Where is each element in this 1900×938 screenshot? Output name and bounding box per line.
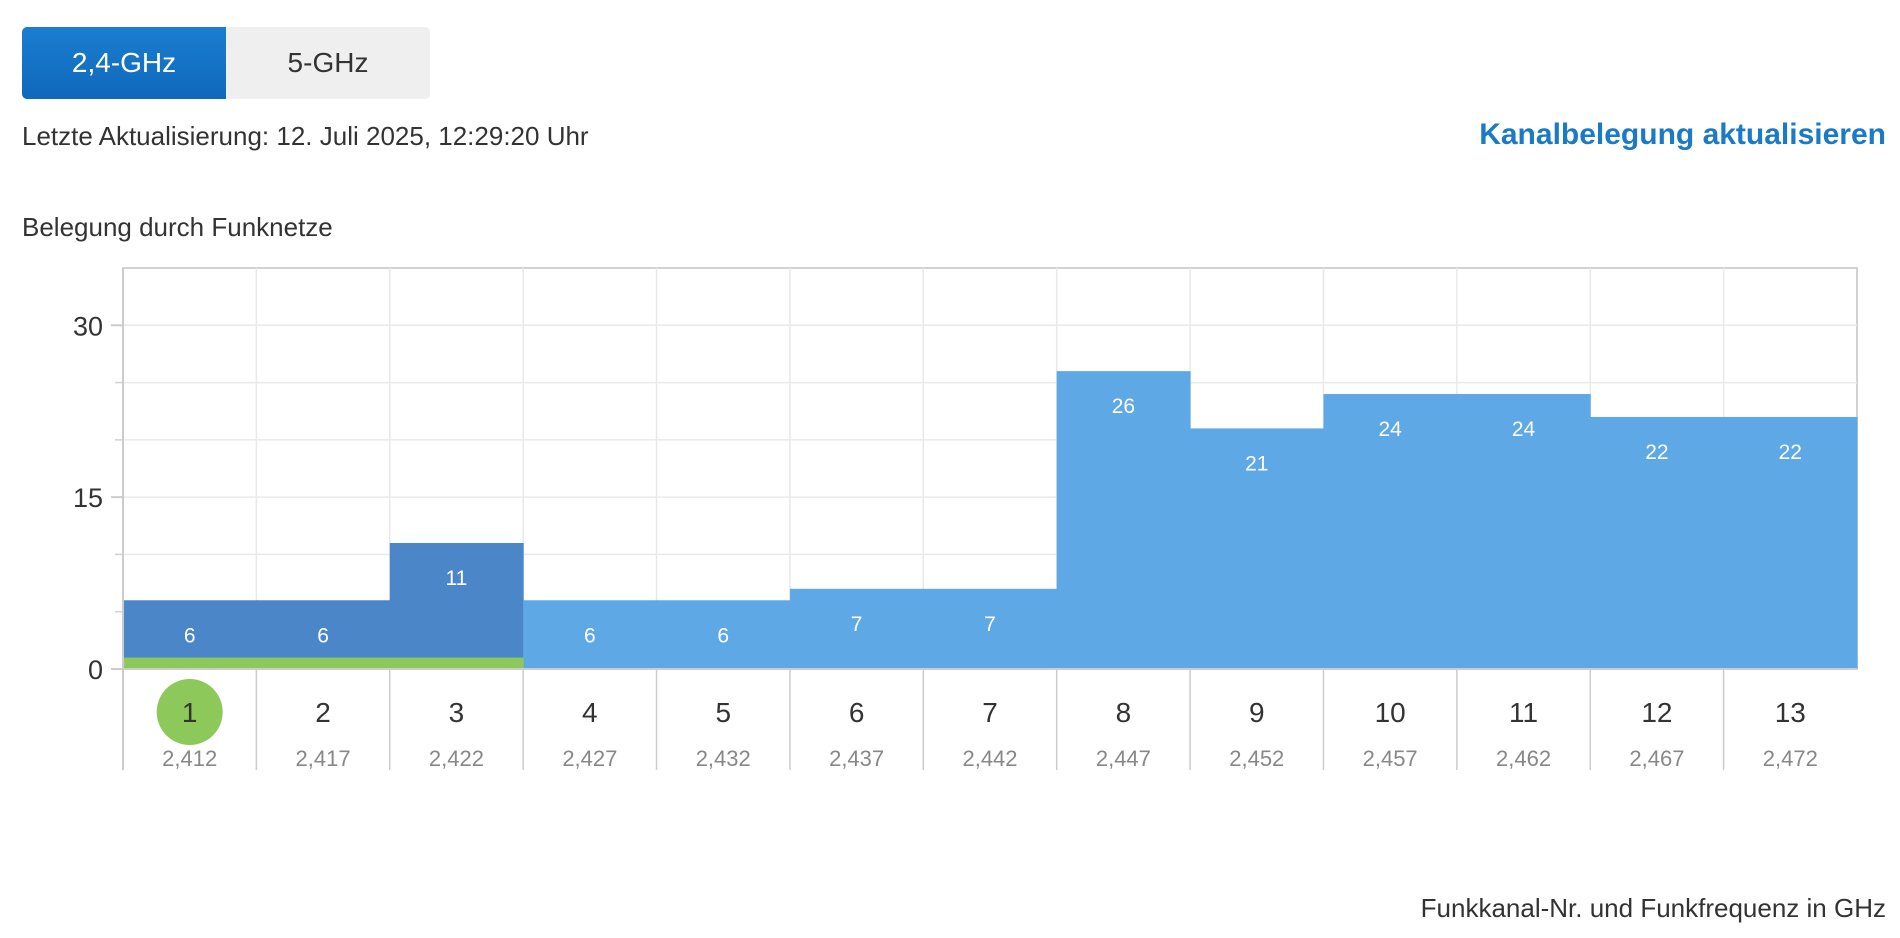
x-tick-label-frequency: 2,422	[429, 746, 484, 771]
bar-value-label: 24	[1512, 418, 1536, 441]
chart-title: Belegung durch Funknetze	[22, 212, 333, 242]
x-tick-label-frequency: 2,427	[562, 746, 617, 771]
bar-value-label: 6	[184, 624, 196, 647]
refresh-channel-usage-link[interactable]: Kanalbelegung aktualisieren	[1479, 118, 1886, 151]
bar-value-label: 6	[717, 624, 729, 647]
x-tick-label-frequency: 2,472	[1763, 746, 1818, 771]
own-network-band-2	[256, 657, 391, 669]
bar-channel-12	[1590, 416, 1725, 669]
bar-value-label: 7	[984, 613, 996, 636]
x-tick-label-channel: 3	[449, 697, 465, 728]
bar-value-label: 26	[1112, 395, 1135, 418]
x-tick-label-channel: 7	[982, 697, 998, 728]
bar-value-label: 6	[584, 624, 596, 647]
bar-channel-3	[389, 542, 524, 669]
bar-channel-9	[1190, 428, 1324, 669]
x-tick-label-frequency: 2,417	[296, 746, 351, 771]
x-tick-label-frequency: 2,462	[1496, 746, 1551, 771]
bar-channel-5	[656, 600, 791, 669]
x-tick-label-channel: 6	[849, 697, 865, 728]
x-tick-label-channel: 13	[1775, 697, 1806, 728]
x-tick-label-frequency: 2,467	[1629, 746, 1684, 771]
x-tick-label-channel: 9	[1249, 697, 1265, 728]
x-tick-label-frequency: 2,432	[696, 746, 751, 771]
tab-2-4-ghz[interactable]: 2,4-GHz	[22, 27, 226, 99]
bar-value-label: 22	[1779, 441, 1802, 464]
x-axis-title: Funkkanal-Nr. und Funkfrequenz in GHz	[1420, 893, 1886, 923]
bar-value-label: 24	[1378, 418, 1402, 441]
x-tick-label-channel: 2	[315, 697, 331, 728]
y-tick-label: 0	[88, 655, 103, 685]
selected-channel-marker	[156, 679, 223, 745]
x-tick-label-channel: 1	[182, 697, 198, 728]
bar-channel-11	[1456, 394, 1591, 669]
bar-value-label: 7	[851, 613, 863, 636]
own-network-band-3	[389, 657, 524, 669]
y-tick-label: 15	[73, 483, 103, 513]
x-tick-label-channel: 5	[715, 697, 731, 728]
x-tick-label-channel: 4	[582, 697, 598, 728]
bar-value-label: 11	[446, 567, 468, 590]
band-tabs: 2,4-GHz 5-GHz	[22, 27, 430, 99]
own-network-band-1	[123, 657, 257, 669]
bar-channel-4	[523, 600, 658, 669]
x-tick-label-frequency: 2,447	[1096, 746, 1151, 771]
x-tick-label-channel: 8	[1116, 697, 1132, 728]
x-tick-label-frequency: 2,457	[1363, 746, 1418, 771]
x-tick-label-frequency: 2,412	[162, 746, 217, 771]
bar-channel-6	[789, 588, 924, 669]
bar-channel-7	[923, 588, 1058, 669]
bar-channel-8	[1056, 371, 1191, 669]
bar-value-label: 22	[1645, 441, 1668, 464]
x-tick-label-channel: 11	[1509, 697, 1538, 728]
x-tick-label-frequency: 2,437	[829, 746, 884, 771]
bar-channel-10	[1323, 394, 1458, 669]
bar-value-label: 21	[1245, 452, 1268, 475]
x-tick-label-channel: 12	[1641, 697, 1672, 728]
x-tick-label-frequency: 2,442	[962, 746, 1017, 771]
x-tick-label-frequency: 2,452	[1229, 746, 1284, 771]
y-tick-label: 30	[73, 311, 103, 341]
last-update-text: Letzte Aktualisierung: 12. Juli 2025, 12…	[22, 121, 589, 151]
tab-5-ghz[interactable]: 5-GHz	[226, 27, 430, 99]
x-tick-label-channel: 10	[1375, 697, 1406, 728]
bar-channel-13	[1723, 416, 1858, 669]
bar-value-label: 6	[317, 624, 329, 647]
